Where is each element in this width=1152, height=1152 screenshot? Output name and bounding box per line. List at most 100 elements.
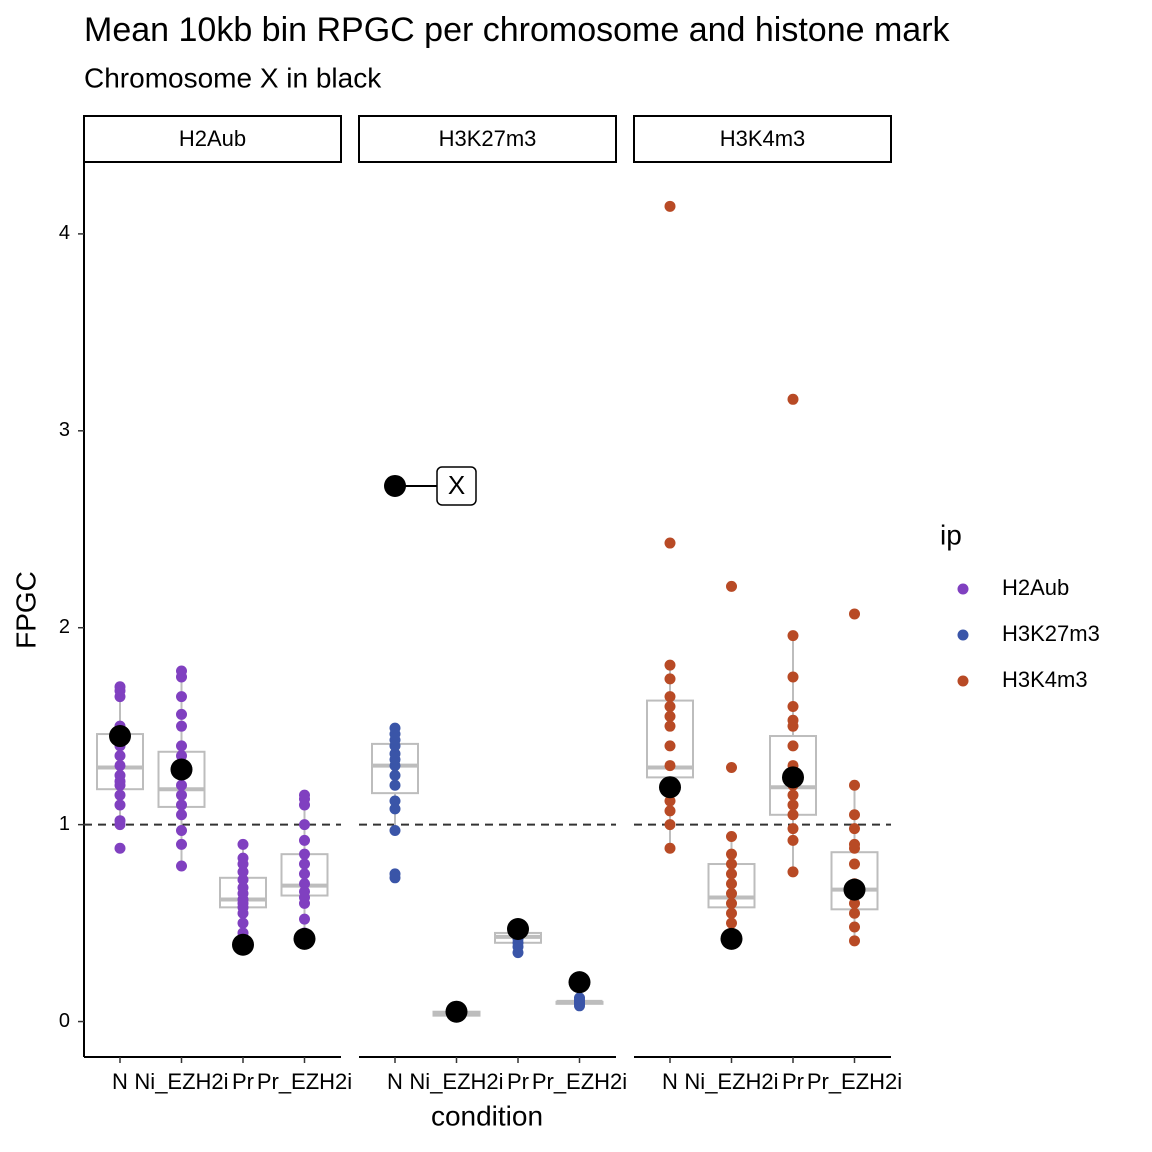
point bbox=[664, 700, 676, 712]
facet-strip bbox=[633, 115, 892, 163]
point bbox=[574, 992, 585, 1004]
point bbox=[114, 799, 126, 811]
point bbox=[176, 708, 187, 720]
x-tick-label: Pr_EZH2i bbox=[532, 1069, 627, 1094]
point bbox=[664, 691, 676, 703]
point bbox=[664, 673, 676, 685]
point bbox=[389, 795, 401, 807]
point bbox=[787, 834, 799, 846]
point bbox=[299, 858, 310, 870]
point bbox=[299, 878, 310, 890]
point bbox=[849, 907, 860, 919]
point bbox=[849, 608, 860, 620]
point bbox=[787, 799, 799, 811]
point bbox=[664, 720, 676, 732]
facet-strip bbox=[358, 115, 617, 163]
y-tick-label: 3 bbox=[59, 419, 70, 441]
point bbox=[849, 823, 860, 835]
point bbox=[114, 769, 126, 781]
x-tick-label: N bbox=[112, 1069, 128, 1094]
point bbox=[389, 803, 401, 815]
point bbox=[176, 691, 187, 703]
point bbox=[176, 740, 187, 752]
x-tick-label: N bbox=[662, 1069, 678, 1094]
point bbox=[114, 789, 126, 801]
point bbox=[849, 779, 860, 791]
point bbox=[299, 868, 310, 880]
x-tick-label: Pr bbox=[507, 1069, 529, 1094]
point bbox=[664, 710, 676, 722]
chrX-point bbox=[232, 933, 254, 956]
legend-key bbox=[957, 675, 969, 687]
x-tick-label: Pr_EZH2i bbox=[257, 1069, 352, 1094]
point bbox=[787, 866, 799, 878]
point bbox=[849, 838, 860, 850]
point bbox=[176, 809, 187, 821]
point bbox=[176, 838, 187, 850]
point bbox=[664, 537, 676, 549]
point bbox=[114, 681, 126, 693]
point bbox=[299, 789, 310, 801]
x-tick-label: Pr_EZH2i bbox=[807, 1069, 902, 1094]
point bbox=[114, 815, 126, 827]
point bbox=[664, 659, 676, 671]
point bbox=[237, 874, 249, 886]
point bbox=[299, 848, 310, 860]
point bbox=[389, 779, 401, 791]
point bbox=[237, 838, 249, 850]
chrX-point bbox=[568, 971, 591, 994]
point bbox=[849, 858, 860, 870]
facet-label: H3K4m3 bbox=[720, 126, 806, 151]
point bbox=[849, 935, 860, 947]
point bbox=[389, 825, 401, 837]
x-tick-label: Pr bbox=[232, 1069, 254, 1094]
chart-subtitle: Chromosome X in black bbox=[84, 62, 382, 93]
point bbox=[114, 842, 126, 854]
point bbox=[726, 580, 737, 592]
point bbox=[176, 799, 187, 811]
chrX-point bbox=[170, 758, 193, 781]
legend-label: H2Aub bbox=[1002, 575, 1069, 600]
chrX-point bbox=[659, 776, 681, 799]
x-tick-label: Ni_EZH2i bbox=[409, 1069, 503, 1094]
y-tick-label: 4 bbox=[59, 222, 70, 244]
point bbox=[664, 200, 676, 212]
point bbox=[237, 852, 249, 864]
point bbox=[389, 722, 401, 734]
annotation-label: X bbox=[448, 470, 465, 500]
y-axis-label: FPGC bbox=[10, 571, 41, 649]
point bbox=[176, 860, 187, 872]
x-tick-label: N bbox=[387, 1069, 403, 1094]
point bbox=[726, 888, 737, 900]
point bbox=[726, 878, 737, 890]
point bbox=[849, 809, 860, 821]
point bbox=[726, 917, 737, 929]
x-tick-label: Pr bbox=[782, 1069, 804, 1094]
point bbox=[849, 897, 860, 909]
chrX-point bbox=[720, 927, 743, 950]
point bbox=[664, 819, 676, 831]
point bbox=[299, 886, 310, 898]
point bbox=[787, 630, 799, 642]
point bbox=[389, 868, 401, 880]
point bbox=[389, 748, 401, 760]
chrX-point bbox=[507, 918, 529, 941]
point bbox=[114, 750, 126, 762]
annotation-box bbox=[436, 466, 477, 506]
legend-title: ip bbox=[940, 519, 962, 550]
point bbox=[787, 740, 799, 752]
point bbox=[664, 805, 676, 817]
y-tick-label: 2 bbox=[59, 616, 70, 638]
point bbox=[176, 750, 187, 762]
point bbox=[787, 671, 799, 683]
point bbox=[176, 789, 187, 801]
y-tick-label: 1 bbox=[59, 813, 70, 835]
point bbox=[237, 917, 249, 929]
point bbox=[726, 897, 737, 909]
point bbox=[726, 762, 737, 774]
point bbox=[176, 779, 187, 791]
chrX-point bbox=[384, 474, 406, 497]
point bbox=[114, 760, 126, 772]
point bbox=[787, 700, 799, 712]
point bbox=[237, 866, 249, 878]
